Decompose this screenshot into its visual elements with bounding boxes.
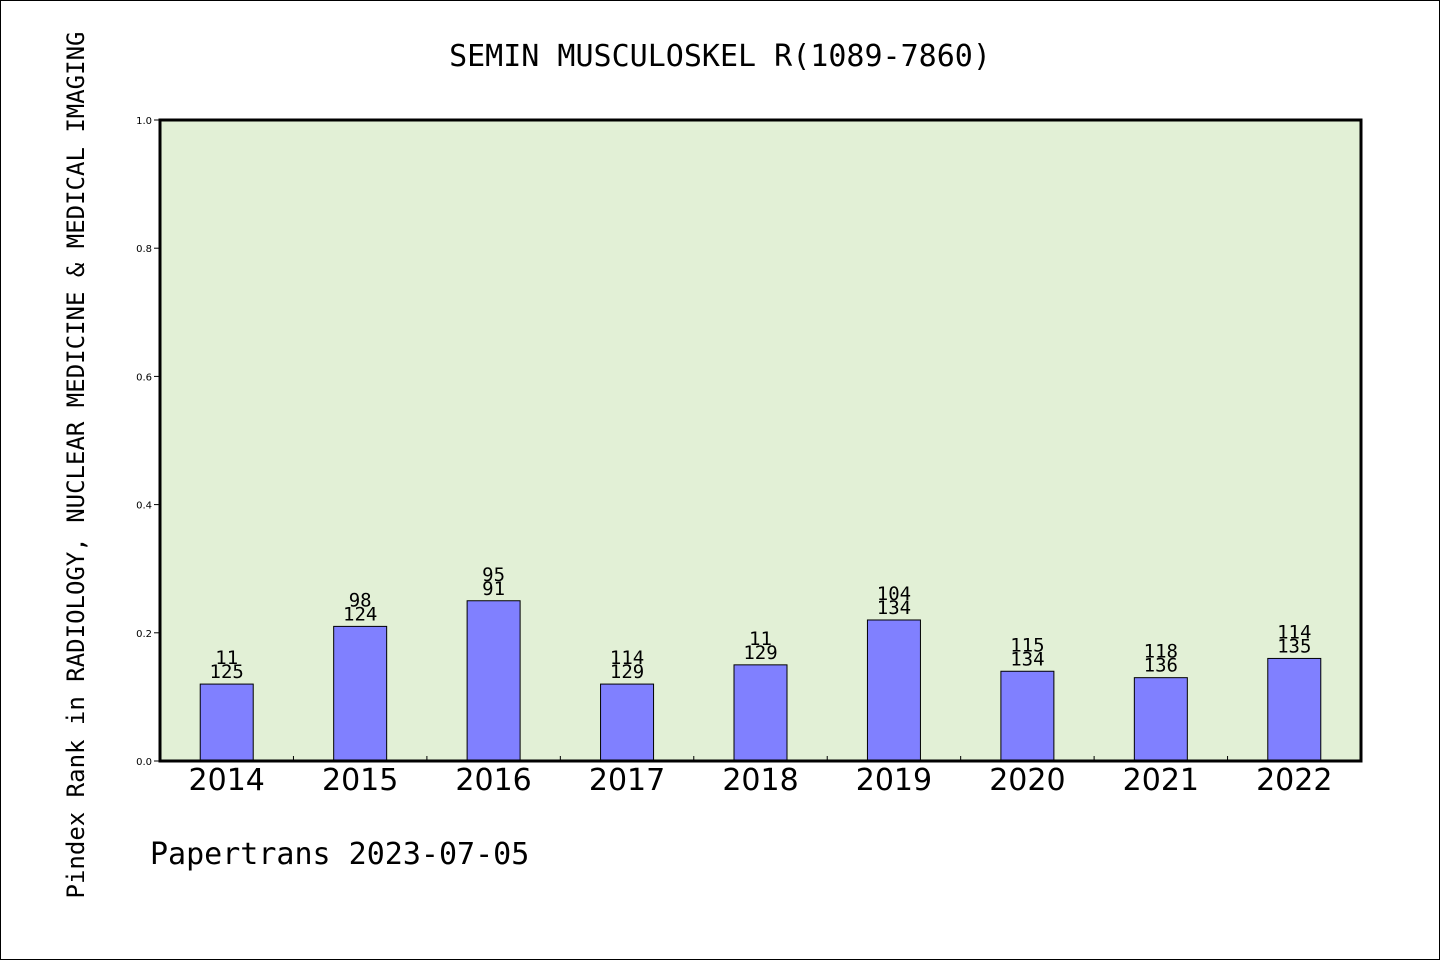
bar-2014 — [199, 683, 254, 762]
y-axis-label: Pindex Rank in RADIOLOGY, NUCLEAR MEDICI… — [62, 32, 90, 899]
x-tick-label: 2016 — [455, 763, 531, 798]
x-tick-label: 2020 — [989, 763, 1065, 798]
x-tick-label: 2018 — [722, 763, 798, 798]
data-label-bottom: 136 — [1144, 655, 1178, 677]
bar-2022 — [1267, 657, 1322, 762]
y-tick-label: 0.0 — [136, 757, 152, 768]
data-label-top: 104 — [877, 583, 911, 605]
y-axis: 0.0 0.2 0.4 0.6 0.8 1.0 — [136, 116, 160, 768]
data-label-bottom: 134 — [877, 597, 911, 619]
bar-2020 — [1000, 670, 1055, 762]
bar-2016 — [466, 600, 521, 762]
plot-border — [158, 118, 1363, 763]
bar-2018 — [733, 664, 788, 762]
y-tick-label: 0.8 — [136, 244, 152, 255]
x-tick-label: 2019 — [856, 763, 932, 798]
x-tick-label: 2017 — [589, 763, 665, 798]
y-tick-label: 1.0 — [136, 116, 152, 127]
footer-credit: Papertrans 2023-07-05 — [150, 837, 529, 872]
x-tick-label: 2022 — [1256, 763, 1332, 798]
x-tick-label: 2021 — [1123, 763, 1199, 798]
x-tick-label: 2015 — [322, 763, 398, 798]
data-label-top: 98 — [349, 589, 372, 611]
x-axis: 2014 2015 2016 2017 2018 2019 2020 2021 2022 — [189, 756, 1332, 798]
data-label-bottom: 129 — [743, 642, 777, 664]
data-label-bottom: 124 — [343, 603, 377, 625]
data-label-bottom: 129 — [610, 661, 644, 683]
data-label-top: 95 — [482, 564, 505, 586]
y-tick-label: 0.6 — [136, 372, 152, 383]
bar-series — [199, 600, 1322, 762]
bar-2015 — [333, 625, 388, 762]
bar-2019 — [866, 619, 921, 762]
data-label-bottom: 134 — [1010, 648, 1044, 670]
data-label-top: 118 — [1144, 641, 1178, 663]
bar-2017 — [600, 683, 655, 762]
x-tick-label: 2014 — [189, 763, 265, 798]
data-label-top: 11 — [749, 628, 772, 650]
data-label-top: 114 — [1277, 621, 1311, 643]
data-label-bottom: 125 — [210, 661, 244, 683]
data-label-top: 114 — [610, 647, 644, 669]
y-tick-label: 0.4 — [136, 501, 152, 512]
data-label-top: 115 — [1010, 634, 1044, 656]
data-label-top: 11 — [215, 647, 238, 669]
data-label-bottom: 91 — [482, 578, 505, 600]
bar-2021 — [1133, 677, 1188, 762]
y-tick-label: 0.2 — [136, 629, 152, 640]
data-label-bottom: 135 — [1277, 635, 1311, 657]
chart-title: SEMIN MUSCULOSKEL R(1089-7860) — [449, 39, 991, 74]
